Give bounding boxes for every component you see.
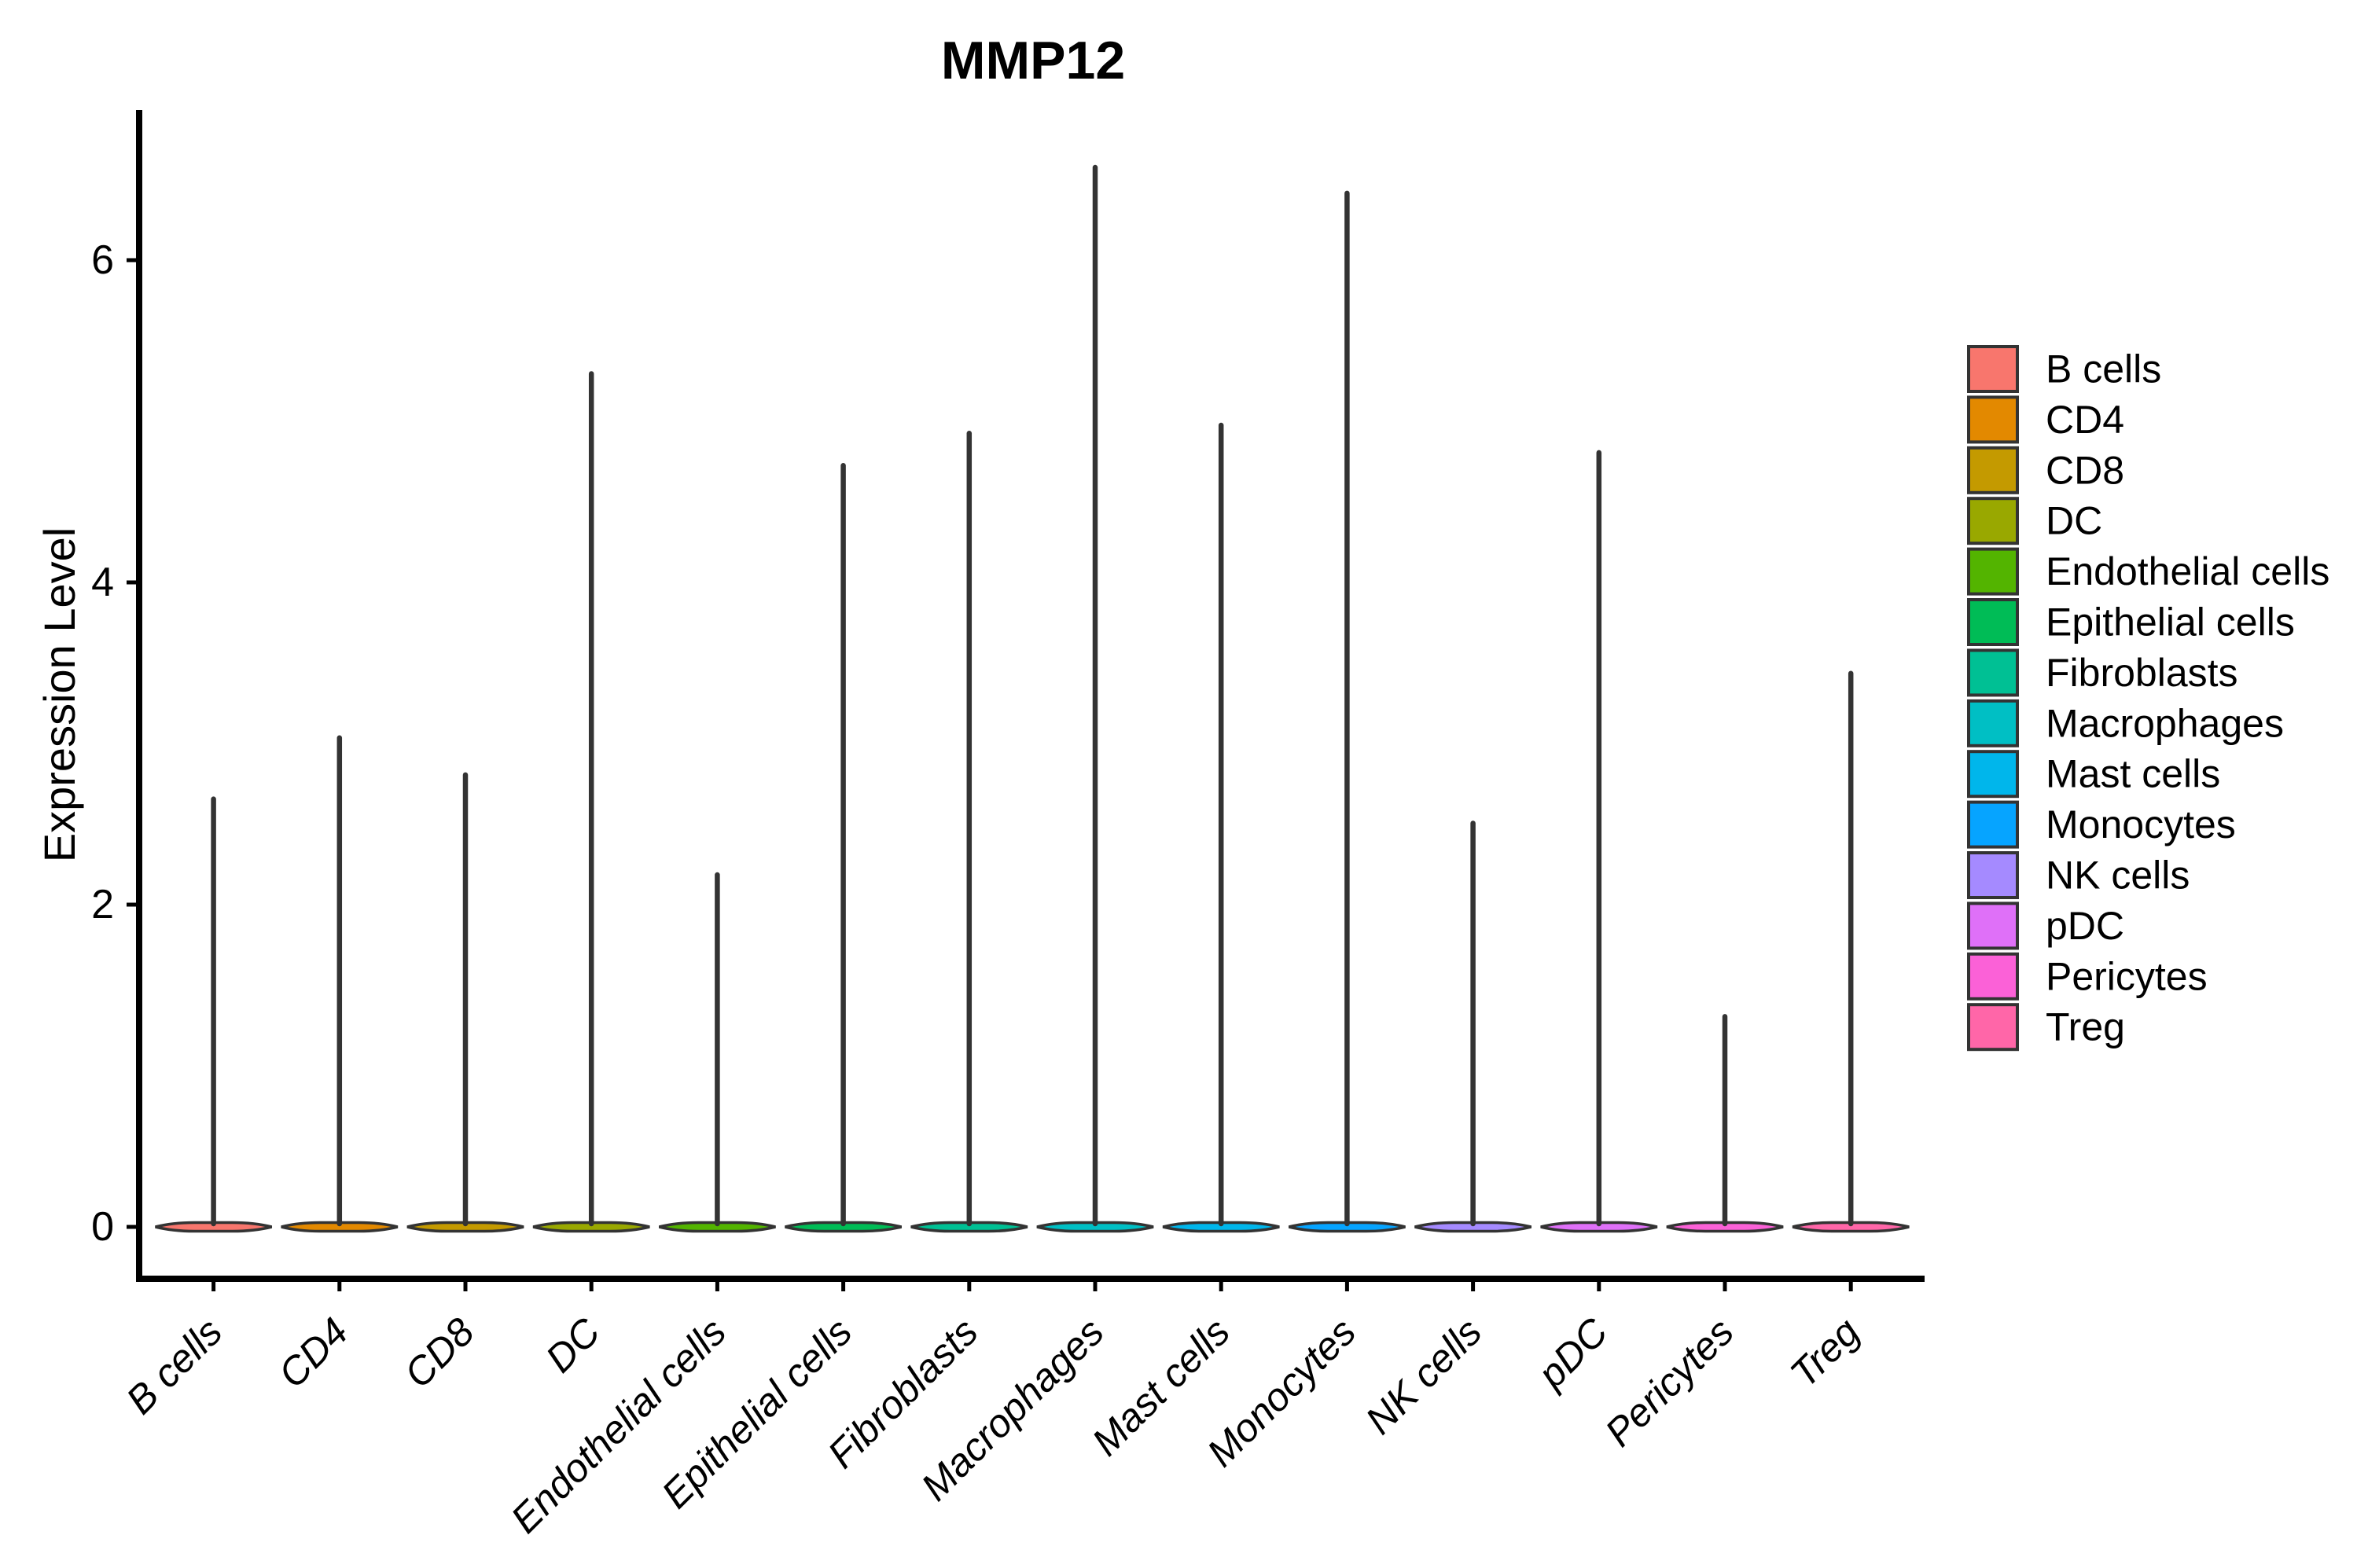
violin-base <box>658 1221 776 1233</box>
legend-item: NK cells <box>1967 851 2190 899</box>
legend-item: CD4 <box>1967 395 2124 444</box>
legend-swatch <box>1967 395 2019 444</box>
legend-swatch <box>1967 446 2019 494</box>
legend-label: DC <box>2046 499 2102 543</box>
violin <box>910 431 1028 1233</box>
legend-swatch <box>1967 345 2019 393</box>
legend-label: Treg <box>2046 1005 2125 1049</box>
x-tick-label: Endothelial cells <box>502 1309 734 1541</box>
violins <box>155 164 1910 1233</box>
legend-item: Fibroblasts <box>1967 648 2238 697</box>
x-tick-label: CD8 <box>395 1309 482 1396</box>
legend-label: pDC <box>2046 904 2124 948</box>
y-axis-title: Expression Level <box>35 527 84 862</box>
violin <box>1162 422 1280 1233</box>
legend-item: pDC <box>1967 902 2124 950</box>
violin <box>785 463 903 1233</box>
legend-swatch <box>1967 800 2019 849</box>
legend-item: Treg <box>1967 1003 2125 1052</box>
violin <box>1792 670 1910 1233</box>
violin-base <box>1540 1221 1658 1233</box>
chart-title: MMP12 <box>941 31 1125 90</box>
y-tick-label: 2 <box>91 882 114 927</box>
violin-base <box>1288 1221 1406 1233</box>
legend-label: CD4 <box>2046 398 2124 442</box>
x-tick-label: B cells <box>118 1309 231 1423</box>
violin <box>1288 190 1406 1233</box>
violin-base <box>1792 1221 1910 1233</box>
legend-swatch <box>1967 1003 2019 1052</box>
violin <box>155 796 273 1233</box>
legend-label: Epithelial cells <box>2046 600 2295 644</box>
legend-swatch <box>1967 952 2019 1001</box>
legend-label: Endothelial cells <box>2046 549 2329 593</box>
violin-base <box>1666 1221 1784 1233</box>
violin-base <box>281 1221 399 1233</box>
x-tick-label: CD4 <box>270 1309 356 1396</box>
violin-base <box>532 1221 650 1233</box>
legend-swatch <box>1967 598 2019 646</box>
violin-base <box>155 1221 273 1233</box>
violin <box>1036 164 1154 1233</box>
y-tick-label: 4 <box>91 560 114 605</box>
legend-swatch <box>1967 750 2019 799</box>
x-tick-label: NK cells <box>1357 1309 1490 1442</box>
violin <box>658 872 776 1233</box>
legend-item: Pericytes <box>1967 952 2208 1001</box>
legend-item: CD8 <box>1967 446 2124 494</box>
violin-base <box>1036 1221 1154 1233</box>
violin-base <box>910 1221 1028 1233</box>
violin <box>406 772 524 1233</box>
violin <box>1414 821 1532 1233</box>
legend-swatch <box>1967 851 2019 899</box>
legend-swatch <box>1967 547 2019 596</box>
violin <box>532 371 650 1233</box>
violin-base <box>1414 1221 1532 1233</box>
violin <box>281 735 399 1233</box>
legend-swatch <box>1967 497 2019 545</box>
legend-swatch <box>1967 648 2019 697</box>
legend-item: Macrophages <box>1967 699 2284 747</box>
violin-base <box>785 1221 903 1233</box>
legend: B cells CD4 CD8 DC Endothelial cells Epitheli… <box>1967 345 2329 1052</box>
y-tick-label: 6 <box>91 237 114 283</box>
violin-base <box>1162 1221 1280 1233</box>
legend-label: Pericytes <box>2046 954 2208 998</box>
legend-label: B cells <box>2046 347 2161 391</box>
legend-swatch <box>1967 699 2019 747</box>
legend-swatch <box>1967 902 2019 950</box>
legend-item: Epithelial cells <box>1967 598 2295 646</box>
legend-item: B cells <box>1967 345 2161 393</box>
legend-label: CD8 <box>2046 448 2124 492</box>
legend-item: Monocytes <box>1967 800 2236 849</box>
legend-label: NK cells <box>2046 854 2190 898</box>
legend-item: DC <box>1967 497 2102 545</box>
violin <box>1666 1014 1784 1233</box>
x-tick-label: DC <box>537 1309 609 1381</box>
legend-item: Endothelial cells <box>1967 547 2329 596</box>
x-tick-label: Treg <box>1782 1309 1868 1396</box>
violin <box>1540 450 1658 1233</box>
x-tick-label: Pericytes <box>1597 1309 1742 1455</box>
violin-base <box>406 1221 524 1233</box>
legend-label: Macrophages <box>2046 701 2284 745</box>
legend-label: Fibroblasts <box>2046 651 2238 695</box>
legend-label: Monocytes <box>2046 802 2236 846</box>
y-tick-label: 0 <box>91 1204 114 1250</box>
legend-label: Mast cells <box>2046 752 2220 796</box>
legend-item: Mast cells <box>1967 750 2220 799</box>
x-tick-label: pDC <box>1528 1309 1616 1397</box>
y-axis-ticks: 0 2 4 6 <box>91 237 139 1250</box>
